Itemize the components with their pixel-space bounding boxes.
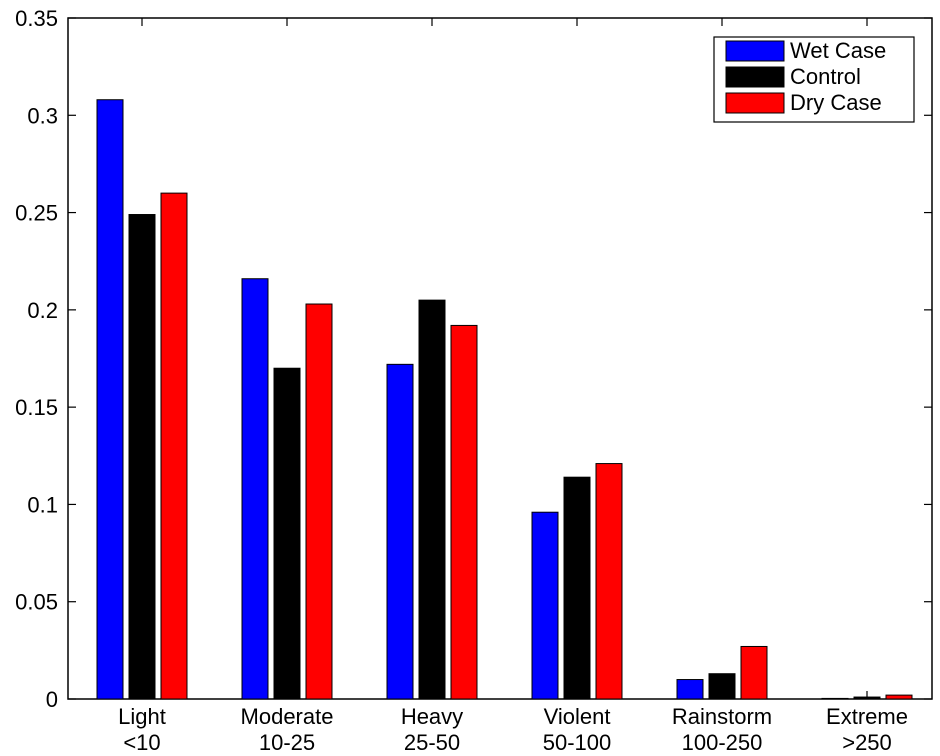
y-tick-label: 0 [46,687,58,712]
y-tick-label: 0.15 [15,395,58,420]
bar-control [563,476,591,700]
bar-dry-case [885,694,913,700]
x-tick-label: Heavy [401,704,463,729]
legend-swatch [725,40,785,62]
x-tick-sublabel: 50-100 [543,730,612,755]
bar-series-group [96,99,913,700]
bar-dry-case [595,463,623,700]
bar-dry-case [305,303,333,700]
bar-wet-case [386,363,414,700]
x-tick-sublabel: <10 [123,730,160,755]
y-tick-label: 0.3 [27,103,58,128]
bar-wet-case [531,511,559,700]
x-tick-sublabel: 10-25 [259,730,315,755]
legend-label: Control [790,64,861,89]
x-tick-sublabel: >250 [842,730,892,755]
y-tick-label: 0.1 [27,492,58,517]
bar-dry-case [740,645,768,700]
y-tick-label: 0.35 [15,6,58,31]
bar-dry-case [450,324,478,700]
bar-dry-case [160,192,188,700]
x-tick-label: Moderate [241,704,334,729]
bar-control [128,214,156,700]
bar-wet-case [96,99,124,700]
x-tick-label: Light [118,704,166,729]
legend-swatch [725,92,785,114]
bar-wet-case [676,679,704,700]
x-tick-label: Rainstorm [672,704,772,729]
plot-area [67,17,933,700]
x-tick-sublabel: 100-250 [682,730,763,755]
x-tick-label: Violent [544,704,611,729]
bar-control [418,299,446,700]
bar-control [273,367,301,700]
bar-wet-case [821,697,849,700]
legend-label: Dry Case [790,90,882,115]
y-axis: 0 0.05 0.1 0.15 0.2 0.25 0.3 0.35 [15,6,932,712]
y-tick-label: 0.05 [15,590,58,615]
x-tick-label: Extreme [826,704,908,729]
legend-label: Wet Case [790,38,886,63]
y-tick-label: 0.25 [15,201,58,226]
x-tick-sublabel: 25-50 [404,730,460,755]
bar-wet-case [241,278,269,700]
y-tick-label: 0.2 [27,298,58,323]
legend-swatch [725,66,785,88]
